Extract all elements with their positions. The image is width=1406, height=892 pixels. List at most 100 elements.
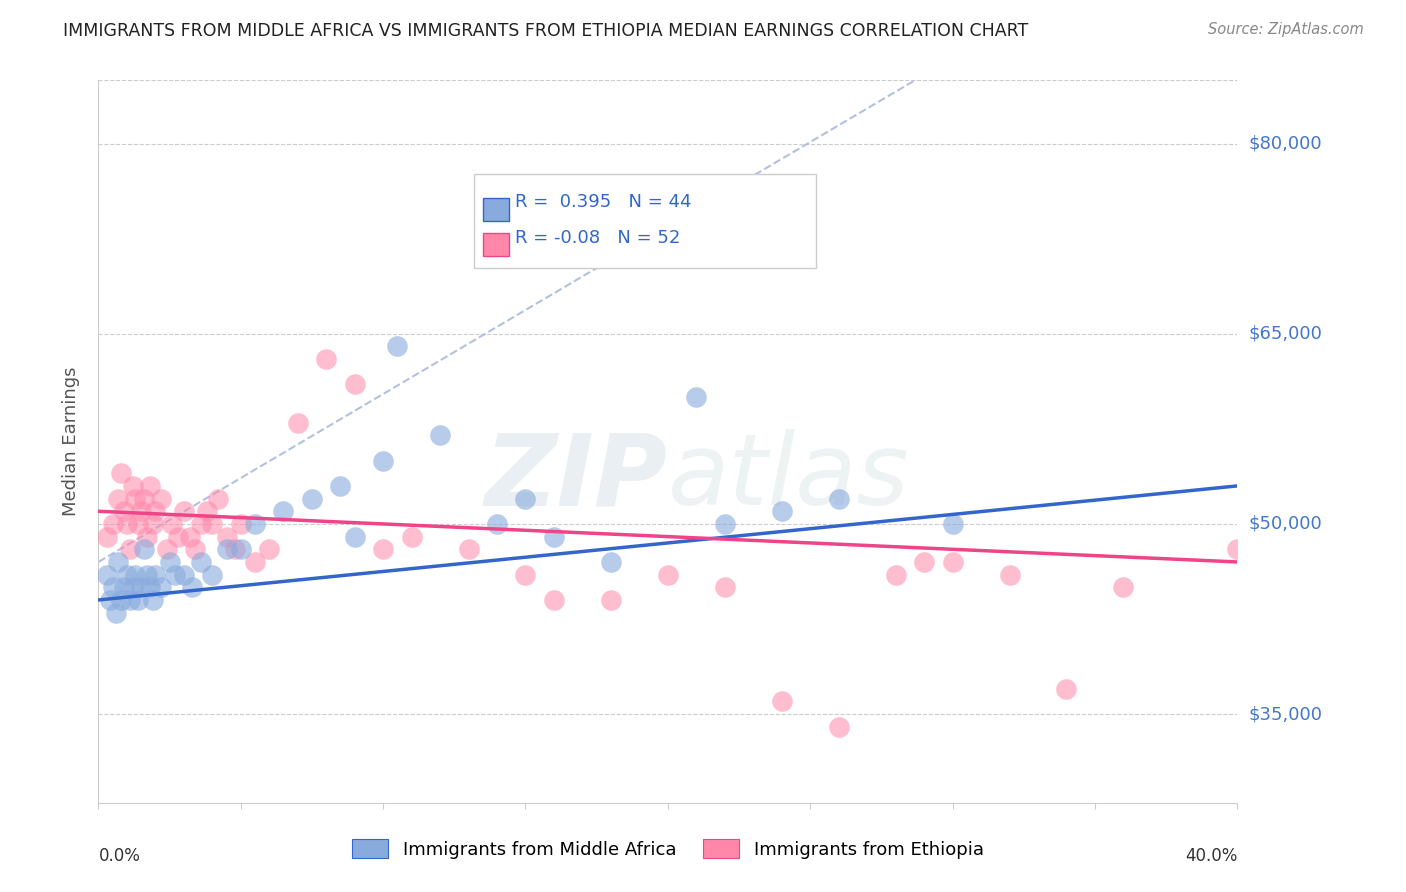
Point xyxy=(181,580,204,594)
Point xyxy=(329,479,352,493)
Point xyxy=(101,516,124,531)
Text: R = -0.08   N = 52: R = -0.08 N = 52 xyxy=(515,229,681,247)
Point xyxy=(150,580,173,594)
Point xyxy=(127,516,149,531)
FancyBboxPatch shape xyxy=(484,233,509,256)
Point xyxy=(150,491,173,506)
Point xyxy=(343,530,366,544)
Point xyxy=(190,555,212,569)
Point xyxy=(124,491,146,506)
Point xyxy=(600,593,623,607)
Point xyxy=(770,504,793,518)
Point xyxy=(912,555,935,569)
Point xyxy=(243,516,266,531)
Point xyxy=(129,580,152,594)
Point xyxy=(215,542,238,557)
Point xyxy=(942,555,965,569)
Point xyxy=(112,580,135,594)
Point xyxy=(229,516,252,531)
Point xyxy=(387,339,409,353)
Point xyxy=(135,530,157,544)
Point xyxy=(110,593,132,607)
Point xyxy=(429,428,451,442)
Text: IMMIGRANTS FROM MIDDLE AFRICA VS IMMIGRANTS FROM ETHIOPIA MEDIAN EARNINGS CORREL: IMMIGRANTS FROM MIDDLE AFRICA VS IMMIGRA… xyxy=(63,22,1029,40)
Point xyxy=(179,530,201,544)
Point xyxy=(162,516,184,531)
Point xyxy=(173,504,195,518)
Point xyxy=(770,694,793,708)
Text: R =  0.395   N = 44: R = 0.395 N = 44 xyxy=(515,194,692,211)
Point xyxy=(543,530,565,544)
Point xyxy=(998,567,1021,582)
Point xyxy=(141,593,163,607)
Point xyxy=(167,530,190,544)
Point xyxy=(457,542,479,557)
Point xyxy=(110,467,132,481)
Point xyxy=(401,530,423,544)
Point xyxy=(515,491,537,506)
Point xyxy=(127,593,149,607)
Text: $80,000: $80,000 xyxy=(1249,135,1322,153)
Point xyxy=(115,516,138,531)
Point xyxy=(115,567,138,582)
Point xyxy=(195,504,218,518)
Y-axis label: Median Earnings: Median Earnings xyxy=(62,367,80,516)
Point xyxy=(138,479,160,493)
Point xyxy=(138,580,160,594)
Point xyxy=(373,453,395,467)
Point xyxy=(343,377,366,392)
Point xyxy=(145,504,167,518)
Point xyxy=(141,516,163,531)
Point xyxy=(229,542,252,557)
Text: $65,000: $65,000 xyxy=(1249,325,1322,343)
Text: 0.0%: 0.0% xyxy=(98,847,141,865)
Point xyxy=(104,606,127,620)
Point xyxy=(112,504,135,518)
Point xyxy=(486,516,509,531)
Point xyxy=(543,593,565,607)
Point xyxy=(287,416,309,430)
Point xyxy=(190,516,212,531)
Point xyxy=(132,542,155,557)
Point xyxy=(273,504,295,518)
Point xyxy=(124,567,146,582)
Point xyxy=(129,504,152,518)
Point xyxy=(201,567,224,582)
Point xyxy=(657,567,679,582)
Point xyxy=(96,530,118,544)
Point xyxy=(207,491,229,506)
Point xyxy=(685,390,707,404)
Point xyxy=(714,516,737,531)
Point xyxy=(159,555,181,569)
Point xyxy=(184,542,207,557)
Text: atlas: atlas xyxy=(668,429,910,526)
FancyBboxPatch shape xyxy=(484,198,509,221)
Point xyxy=(828,720,851,734)
Point xyxy=(121,580,143,594)
Point xyxy=(165,567,187,582)
Text: Source: ZipAtlas.com: Source: ZipAtlas.com xyxy=(1208,22,1364,37)
Point xyxy=(373,542,395,557)
Text: 40.0%: 40.0% xyxy=(1185,847,1237,865)
Point xyxy=(1056,681,1078,696)
Point xyxy=(1112,580,1135,594)
FancyBboxPatch shape xyxy=(474,174,815,268)
Legend: Immigrants from Middle Africa, Immigrants from Ethiopia: Immigrants from Middle Africa, Immigrant… xyxy=(344,832,991,866)
Point xyxy=(301,491,323,506)
Point xyxy=(98,593,121,607)
Point xyxy=(201,516,224,531)
Point xyxy=(243,555,266,569)
Point xyxy=(132,491,155,506)
Point xyxy=(96,567,118,582)
Point xyxy=(107,555,129,569)
Point xyxy=(101,580,124,594)
Point xyxy=(118,542,141,557)
Point xyxy=(215,530,238,544)
Point xyxy=(259,542,281,557)
Point xyxy=(884,567,907,582)
Point xyxy=(714,580,737,594)
Point xyxy=(1226,542,1249,557)
Point xyxy=(942,516,965,531)
Text: $50,000: $50,000 xyxy=(1249,515,1322,533)
Point xyxy=(515,567,537,582)
